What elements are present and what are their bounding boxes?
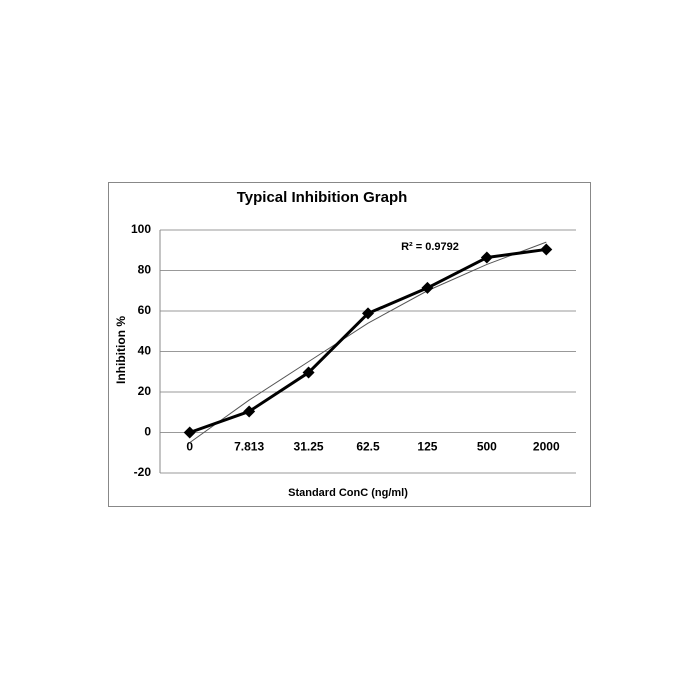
data-point — [302, 366, 315, 379]
y-tick-label: 40 — [138, 344, 152, 358]
y-tick-label: 80 — [138, 263, 152, 277]
x-tick-label: 31.25 — [294, 440, 324, 454]
y-tick-label: -20 — [134, 465, 152, 479]
data-point — [421, 281, 434, 294]
x-axis-label: Standard ConC (ng/ml) — [288, 487, 408, 499]
chart-frame — [108, 182, 591, 507]
data-point — [480, 251, 493, 264]
x-tick-label: 125 — [417, 440, 437, 454]
data-point — [183, 426, 196, 439]
y-tick-label: 0 — [144, 425, 151, 439]
x-tick-label: 2000 — [533, 440, 560, 454]
y-tick-label: 60 — [138, 303, 152, 317]
x-tick-label: 0 — [186, 440, 193, 454]
chart-title: Typical Inhibition Graph — [237, 189, 408, 206]
y-axis-label: Inhibition % — [114, 316, 128, 384]
y-tick-label: 100 — [131, 222, 151, 236]
x-tick-label: 500 — [477, 440, 497, 454]
x-tick-label: 7.813 — [234, 440, 264, 454]
data-point — [540, 243, 553, 256]
data-point — [243, 405, 256, 418]
data-point — [362, 307, 374, 320]
y-tick-label: 20 — [138, 384, 152, 398]
annotation: R² = 0.9792 — [401, 241, 459, 253]
x-tick-label: 62.5 — [356, 440, 380, 454]
trendline — [189, 241, 547, 444]
